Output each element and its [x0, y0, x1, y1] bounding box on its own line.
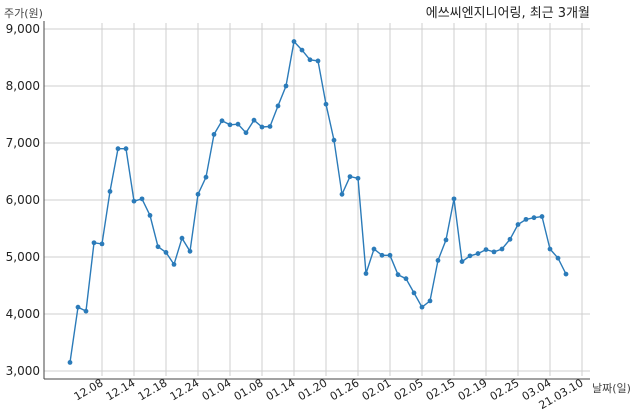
data-point	[515, 222, 521, 227]
y-tick-label: 7,000	[6, 136, 40, 150]
x-tick-label: 02.25	[488, 376, 522, 403]
x-tick-label: 02.15	[424, 376, 458, 403]
y-tick-label: 9,000	[6, 22, 40, 36]
data-point	[195, 191, 201, 197]
x-tick-label: 02.01	[360, 376, 394, 403]
data-point	[539, 214, 545, 219]
data-point	[291, 39, 297, 44]
data-point	[523, 216, 529, 222]
data-point	[315, 58, 321, 64]
data-point	[371, 246, 377, 252]
data-point	[563, 271, 569, 277]
x-tick-label: 01.20	[296, 376, 330, 403]
data-point	[331, 137, 337, 143]
data-point	[67, 360, 73, 365]
y-tick-label: 6,000	[6, 193, 40, 207]
data-point	[443, 237, 449, 243]
chart-title: 에쓰씨엔지니어링, 최근 3개월	[426, 6, 590, 21]
axes	[43, 21, 590, 380]
data-point	[435, 258, 441, 263]
data-point	[75, 304, 81, 310]
data-point	[419, 304, 425, 310]
y-tick-label: 4,000	[6, 307, 40, 321]
data-point	[99, 241, 105, 247]
data-point	[259, 124, 265, 130]
data-point	[91, 240, 97, 246]
data-point	[387, 252, 393, 258]
data-point	[147, 212, 153, 218]
data-point	[203, 174, 209, 180]
data-point	[475, 251, 481, 256]
data-point	[179, 235, 185, 241]
data-point	[267, 124, 273, 129]
data-point	[283, 83, 289, 89]
data-point	[211, 132, 217, 137]
data-point	[347, 174, 353, 180]
data-point	[155, 244, 161, 250]
x-tick-label: 12.08	[72, 376, 106, 403]
data-point	[467, 253, 473, 259]
data-point	[499, 246, 505, 252]
data-point	[219, 118, 225, 124]
y-tick-labels: 3,000 4,000 5,000 6,000 7,000 8,000 9,000	[6, 22, 40, 378]
data-point	[379, 252, 385, 258]
data-point	[507, 236, 513, 242]
data-point	[243, 130, 249, 136]
x-tick-label: 12.14	[104, 376, 138, 403]
data-point	[115, 146, 121, 152]
data-point	[227, 122, 233, 128]
data-point	[275, 103, 281, 109]
x-tick-label: 02.05	[392, 376, 426, 403]
data-point	[451, 196, 457, 202]
y-tick-label: 3,000	[6, 364, 40, 378]
data-point	[171, 262, 177, 267]
data-point	[363, 271, 369, 276]
data-point	[107, 189, 113, 194]
x-tick-label: 01.08	[232, 376, 266, 403]
data-point	[139, 196, 145, 202]
data-point	[403, 276, 409, 282]
x-tick-label: 01.14	[264, 376, 298, 403]
grid-lines	[44, 23, 590, 376]
y-tick-label: 8,000	[6, 79, 40, 93]
x-tick-label: 01.26	[328, 376, 362, 403]
y-axis-label: 주가(원)	[4, 7, 43, 20]
data-point	[323, 101, 329, 107]
x-axis-label: 날짜(일)	[592, 381, 631, 395]
data-point	[411, 290, 417, 296]
y-tick-label: 5,000	[6, 250, 40, 264]
x-tick-labels: 12.0812.1412.1812.2401.0401.0801.1401.20…	[72, 376, 586, 412]
x-tick-label: 12.18	[136, 376, 170, 403]
data-point	[531, 215, 537, 221]
data-point	[123, 146, 129, 152]
x-tick-label: 02.19	[456, 376, 490, 403]
data-point	[355, 175, 361, 181]
data-point	[491, 249, 497, 255]
data-point	[163, 250, 169, 255]
data-point	[483, 247, 489, 252]
data-point	[131, 198, 137, 204]
data-point	[299, 47, 305, 53]
data-point	[339, 191, 345, 197]
data-point	[547, 246, 553, 252]
data-point	[427, 298, 433, 304]
data-point	[235, 121, 241, 127]
series-layer	[67, 39, 569, 365]
data-point	[307, 57, 313, 63]
data-point	[251, 117, 257, 123]
data-point	[459, 259, 465, 264]
x-tick-label: 01.04	[200, 376, 234, 403]
data-point	[395, 272, 401, 278]
data-point	[187, 248, 193, 254]
data-point	[83, 308, 89, 314]
x-tick-label: 12.24	[168, 376, 202, 403]
data-point	[555, 255, 561, 261]
